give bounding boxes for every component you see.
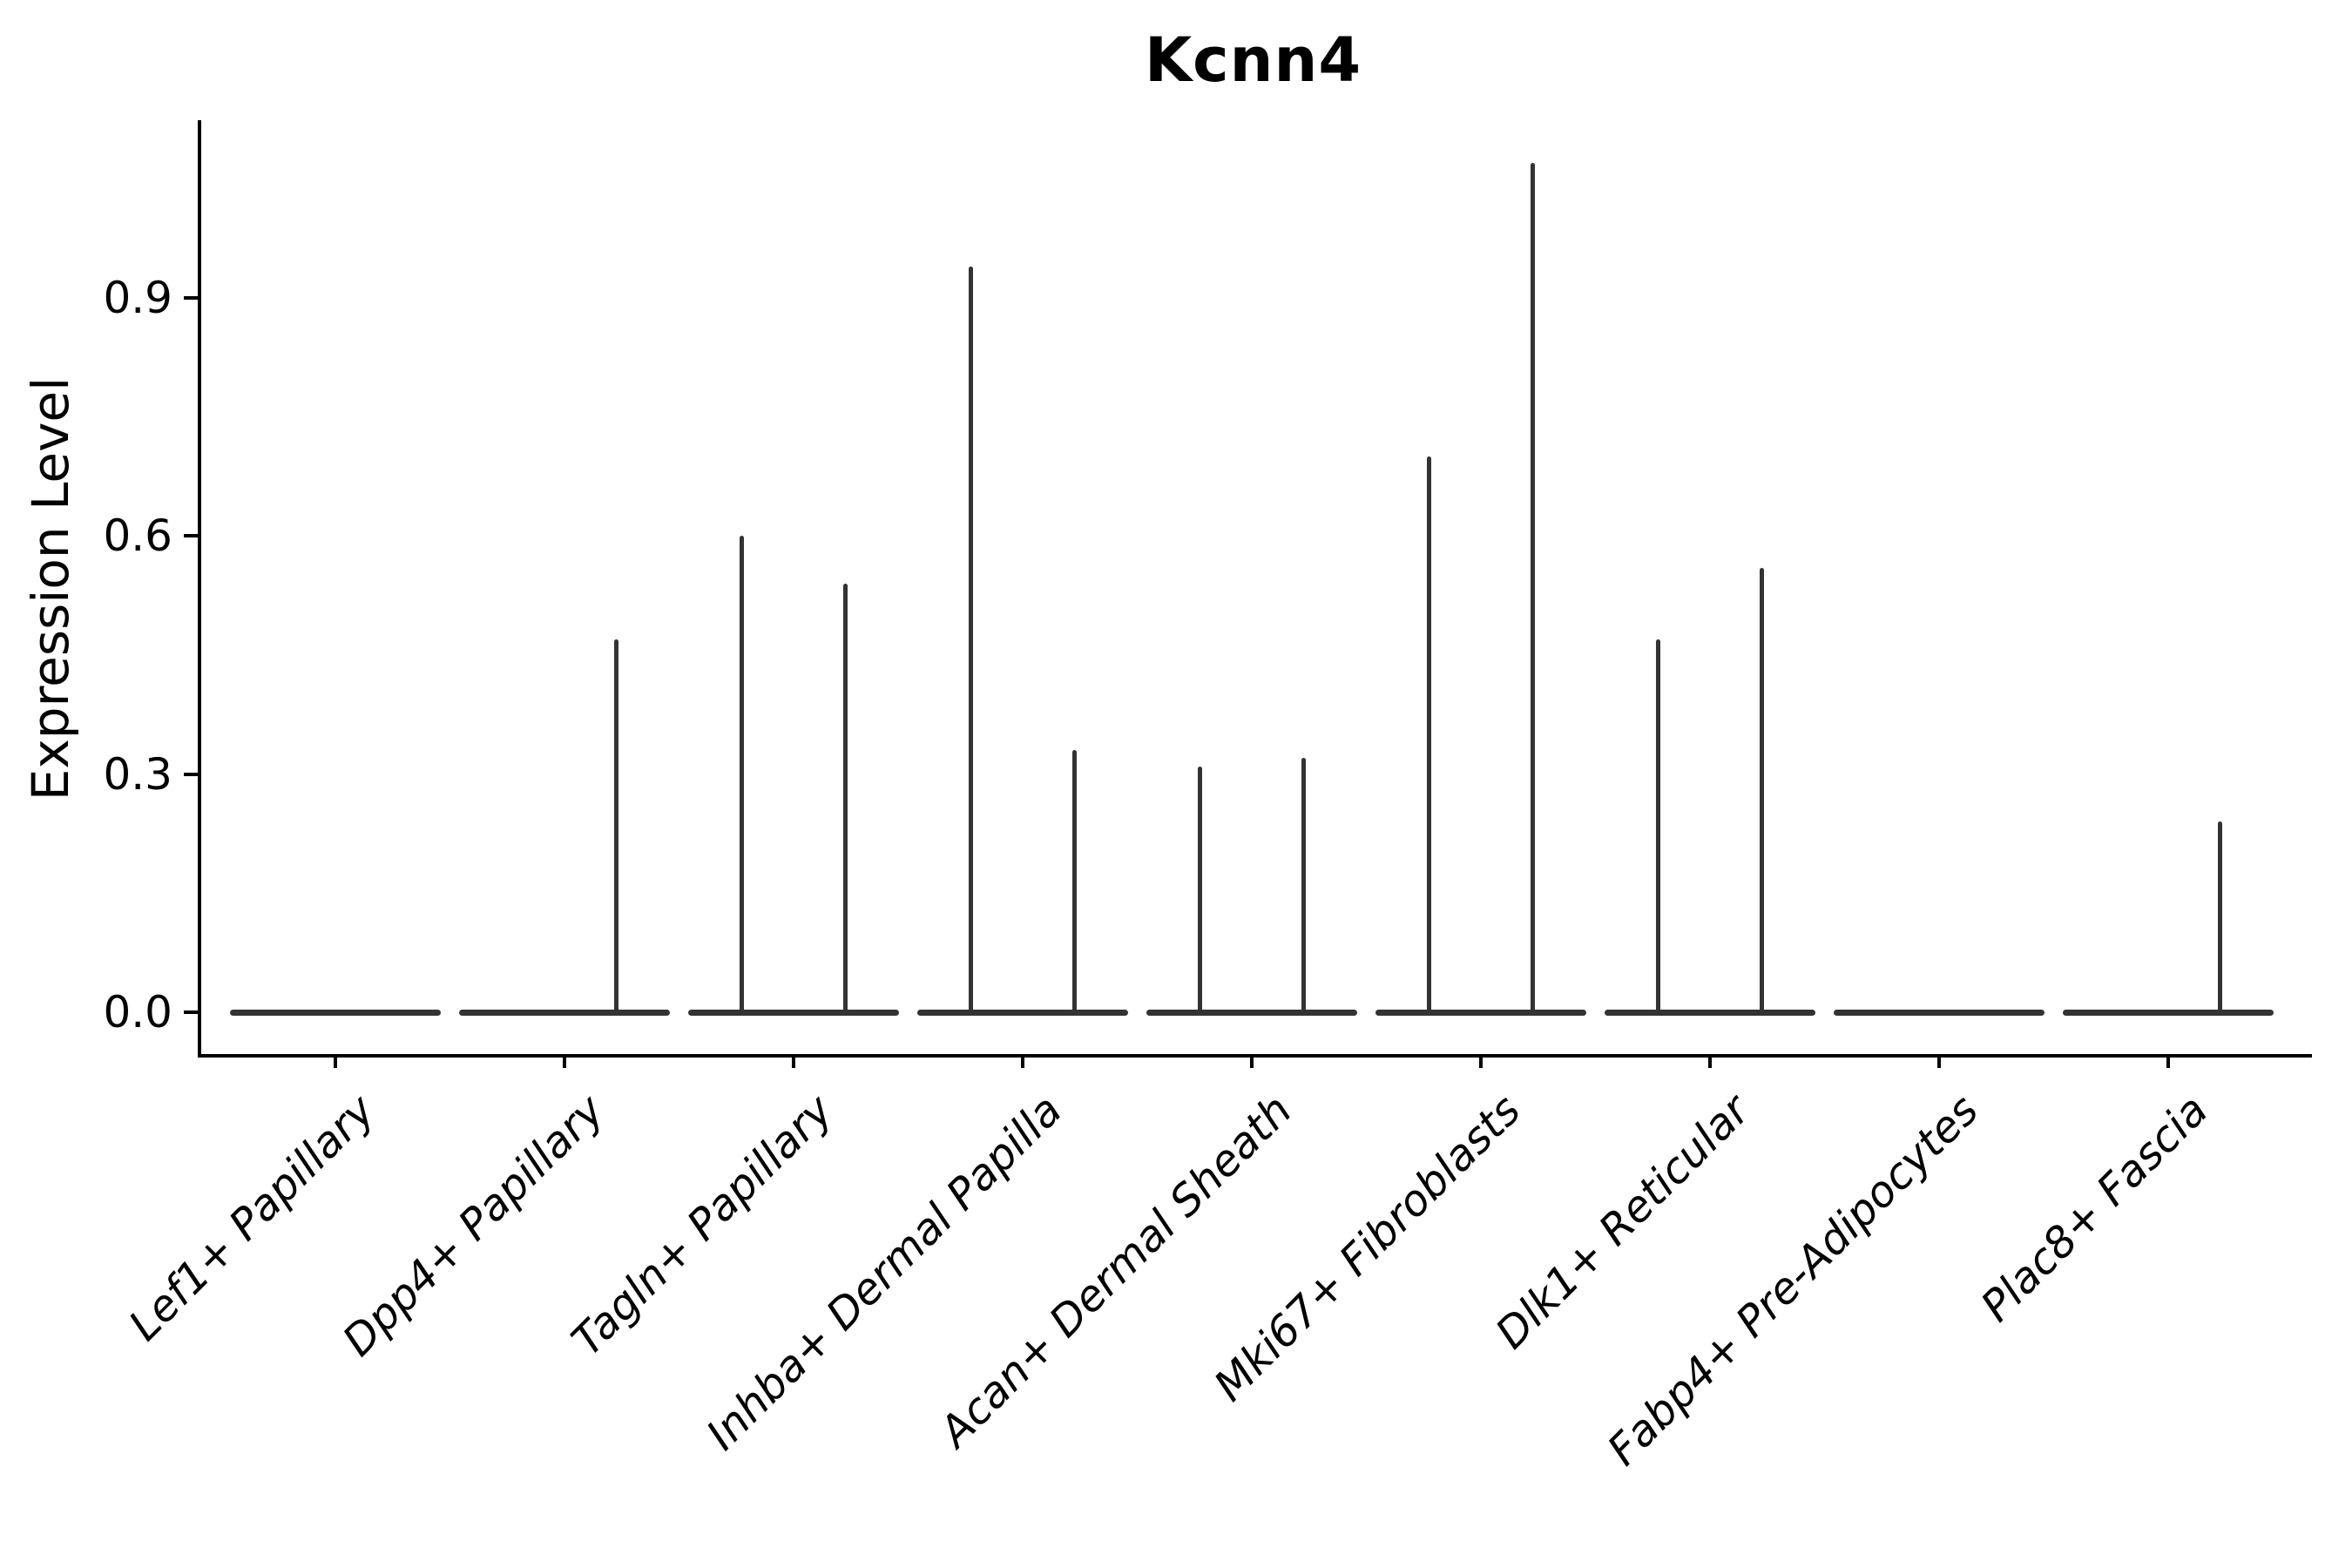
x-tick-mark [334, 1054, 338, 1068]
violin-spike [1531, 163, 1536, 1015]
x-tick-mark [2166, 1054, 2171, 1068]
y-tick-mark [184, 296, 198, 301]
violin-spike [1198, 766, 1203, 1015]
x-tick-mark [563, 1054, 567, 1068]
y-tick-mark [184, 1010, 198, 1014]
x-tick-mark [1937, 1054, 1942, 1068]
y-tick-label: 0.0 [103, 987, 172, 1037]
violin-body [688, 1009, 900, 1016]
violin-spike [614, 639, 619, 1015]
violin-spike [1072, 750, 1078, 1015]
chart-title: Kcnn4 [1144, 24, 1362, 96]
x-tick-mark [792, 1054, 796, 1068]
x-tick-mark [1479, 1054, 1484, 1068]
violin-body [1605, 1009, 1816, 1016]
violin-spike [1656, 639, 1661, 1015]
x-tick-mark [1250, 1054, 1254, 1068]
violin-spike [740, 536, 745, 1015]
violin-body [1146, 1009, 1358, 1016]
violin-body [917, 1009, 1129, 1016]
violin-body [2063, 1009, 2274, 1016]
violin-spike [1760, 567, 1765, 1015]
violin-spike [843, 584, 848, 1015]
y-tick-label: 0.6 [103, 510, 172, 562]
violin-body [1375, 1009, 1587, 1016]
violin-spike [1301, 758, 1307, 1015]
x-axis-category-label: Lef1+ Papillary [119, 1085, 385, 1351]
violin-body [1834, 1009, 2045, 1016]
violin-spike [2218, 821, 2223, 1015]
x-axis-category-label: Dlk1+ Reticular [1486, 1085, 1760, 1359]
violin-spike [1427, 456, 1432, 1015]
y-tick-mark [184, 534, 198, 538]
violin-body [230, 1009, 442, 1016]
plot-area [198, 120, 2312, 1058]
x-axis-category-label: Plac8+ Fascia [1971, 1085, 2218, 1332]
violin-spike [969, 266, 974, 1015]
y-tick-mark [184, 772, 198, 776]
y-axis-label: Expression Level [21, 376, 80, 801]
y-tick-label: 0.9 [103, 273, 172, 324]
x-axis-category-label: Fabp4+ Pre-Adipocytes [1598, 1085, 1989, 1476]
y-tick-label: 0.3 [103, 748, 172, 800]
x-tick-mark [1708, 1054, 1713, 1068]
violin-body [459, 1009, 671, 1016]
x-tick-mark [1021, 1054, 1025, 1068]
